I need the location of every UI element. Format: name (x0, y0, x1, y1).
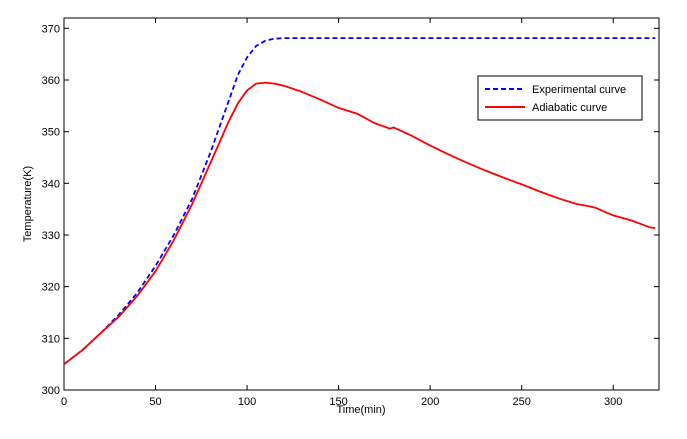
legend-label-adiabatic: Adiabatic curve (532, 102, 607, 114)
y-tick-label: 330 (42, 230, 60, 242)
y-tick-label: 310 (42, 333, 60, 345)
plot-area (63, 17, 660, 391)
x-tick-label: 250 (513, 396, 531, 408)
legend-label-experimental: Experimental curve (532, 84, 626, 96)
y-tick-label: 370 (42, 23, 60, 35)
y-tick-label: 350 (42, 127, 60, 139)
x-tick-label: 150 (329, 396, 347, 408)
y-tick-label: 320 (42, 282, 60, 294)
x-tick-label: 0 (61, 396, 67, 408)
y-tick-label: 300 (42, 385, 60, 397)
x-tick-label: 200 (421, 396, 439, 408)
series-layer (63, 37, 656, 365)
x-tick-label: 300 (604, 396, 622, 408)
legend-box (477, 75, 643, 121)
series-line-experimental (63, 37, 656, 365)
y-axis-label: Temperature(K) (22, 166, 34, 242)
y-tick-label: 360 (42, 75, 60, 87)
x-tick-label: 50 (149, 396, 161, 408)
series-line-adiabatic (63, 81, 656, 365)
axis-ticks: 0 50 100 150 200 250 300 300 310 320 330 340 350 360 3… (42, 18, 659, 408)
y-tick-label: 340 (42, 178, 60, 190)
x-tick-label: 100 (238, 396, 256, 408)
x-axis-label: Time(min) (336, 404, 385, 416)
legend: Experimental curve Adiabatic curve (477, 75, 643, 121)
